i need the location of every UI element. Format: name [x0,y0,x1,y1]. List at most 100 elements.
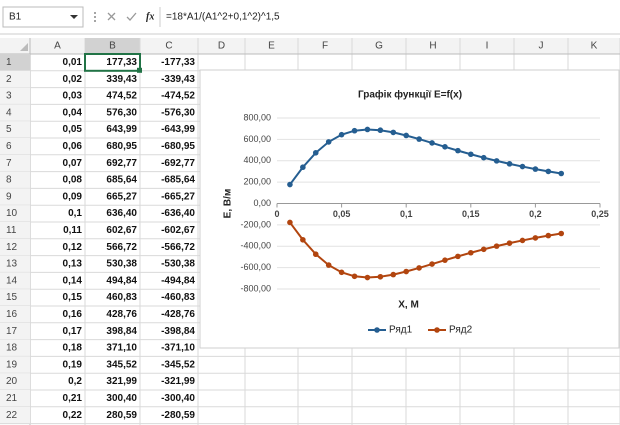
row-number: 16 [6,309,18,320]
row-number: 15 [6,292,18,303]
row-header [0,255,30,273]
x-axis-title: Х, М [398,300,419,311]
cell: -530,38 [161,259,195,270]
cell: 680,95 [106,141,137,152]
cell: 0,03 [63,91,83,102]
x-tick-label: 0 [274,209,279,219]
legend-marker [374,327,380,333]
row-header [0,154,30,172]
column-header: G [375,41,383,52]
data-point [480,154,487,161]
column-header: I [486,41,489,52]
data-point [338,269,345,276]
cell: -602,67 [161,225,195,236]
row-header [0,322,30,340]
enter-button[interactable] [126,12,137,21]
data-point [506,240,513,246]
row-header [0,289,30,306]
row-header [0,54,30,71]
data-point [325,139,332,145]
cell: -339,43 [161,74,195,85]
data-point [364,274,371,281]
row-header [0,406,30,424]
cell: 0,05 [63,124,83,135]
formula-text[interactable]: =18*A1/(A1^2+0,1^2)^1,5 [166,12,280,23]
cell: 0,04 [63,107,83,118]
row-number: 3 [6,91,12,102]
data-point [300,164,306,171]
cell: 0,19 [63,359,83,370]
data-point [377,273,384,280]
x-tick-label: 0,05 [333,209,351,219]
series-line [289,221,562,279]
cancel-button[interactable] [107,12,116,21]
cell: 602,67 [106,225,137,236]
data-point [312,149,319,156]
cell: -371,10 [161,343,195,354]
row-number: 22 [6,410,18,421]
cell: 339,43 [106,74,137,85]
cell: 530,38 [106,259,137,270]
data-point [493,158,500,164]
select-all[interactable] [20,43,28,51]
row-number: 10 [6,208,18,219]
data-point [287,219,293,226]
data-point [429,261,435,267]
data-point [377,127,384,134]
cell: 0,15 [63,292,83,303]
data-point [468,151,474,158]
series-line [289,128,562,186]
row-header [0,222,30,239]
cell: 0,08 [63,175,83,186]
column-header: C [165,41,172,52]
data-point [558,170,565,177]
cell: 0,13 [63,259,83,270]
data-point [493,243,500,249]
cell: -300,40 [161,393,195,404]
row-number: 5 [6,124,12,135]
chart-title: Графік функції E=f(x) [358,89,462,101]
cell: 643,99 [106,124,137,135]
row-header [0,272,30,290]
cell: 0,21 [63,393,83,404]
cell: 685,64 [106,175,137,186]
data-point [545,232,552,239]
cell: 0,01 [63,57,83,68]
data-point [532,235,539,241]
row-number: 19 [6,359,18,370]
row-header [0,104,30,122]
x-tick-label: 0,25 [591,209,609,219]
name-box-dropdown[interactable] [70,15,78,19]
y-tick-label: 0,00 [253,198,271,208]
data-point [364,126,371,133]
row-header [0,70,30,88]
active-cell [84,53,141,72]
cell: 0,16 [63,309,83,320]
y-axis-title: E, B/м [223,189,234,219]
insert-function-button[interactable]: fx [146,11,154,22]
column-header: H [429,41,436,52]
cell: -398,84 [161,326,195,337]
row-header [0,306,30,323]
legend-marker [434,327,440,333]
row-number: 21 [6,393,18,404]
cell: 494,84 [106,275,137,286]
divider-dot [94,16,96,18]
row-number: 7 [6,158,12,169]
chart-area [199,69,620,349]
row-number: 4 [6,107,12,118]
name-box[interactable] [2,6,84,28]
cell: -321,99 [161,376,195,387]
cell: 371,10 [106,343,137,354]
column-header: J [539,41,544,52]
row-header [0,121,30,138]
cell: -636,40 [161,208,195,219]
cell: -566,72 [161,242,195,253]
cell: 0,11 [63,225,82,236]
legend-label: Ряд1 [389,325,413,336]
row-number: 6 [6,141,12,152]
data-point [558,230,565,237]
column-header: E [268,41,275,52]
data-point [351,273,358,280]
